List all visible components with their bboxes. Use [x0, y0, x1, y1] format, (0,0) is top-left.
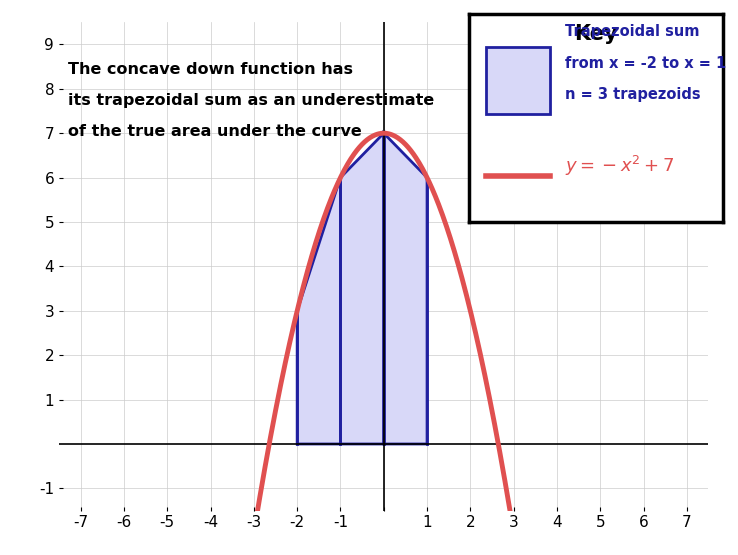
Polygon shape — [340, 133, 384, 444]
Text: its trapezoidal sum as an underestimate: its trapezoidal sum as an underestimate — [68, 93, 434, 108]
Polygon shape — [297, 178, 340, 444]
Text: n = 3 trapezoids: n = 3 trapezoids — [565, 87, 701, 102]
Text: from x = -2 to x = 1: from x = -2 to x = 1 — [565, 56, 727, 70]
Text: Trapezoidal sum: Trapezoidal sum — [565, 24, 700, 39]
Bar — [486, 47, 550, 114]
Text: of the true area under the curve: of the true area under the curve — [68, 124, 362, 139]
Polygon shape — [384, 133, 427, 444]
Text: $y = -x^2 + 7$: $y = -x^2 + 7$ — [565, 154, 675, 178]
Text: Key: Key — [574, 24, 618, 44]
Text: The concave down function has: The concave down function has — [68, 62, 353, 77]
